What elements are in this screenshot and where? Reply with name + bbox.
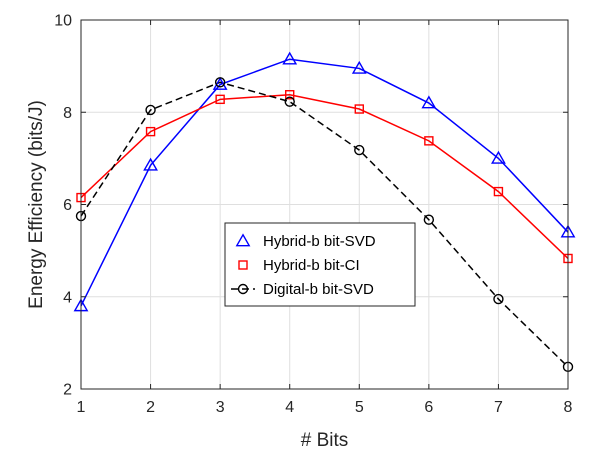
series-2-point — [145, 126, 156, 137]
x-tick-label: 5 — [355, 399, 364, 416]
series-3-point — [423, 214, 435, 225]
y-tick-label: 2 — [63, 382, 72, 399]
x-tick-label: 1 — [77, 399, 86, 416]
series-line-1 — [80, 58, 569, 307]
y-tick-label: 6 — [63, 197, 72, 214]
series-2-point — [354, 104, 364, 114]
series-1-point — [491, 150, 506, 164]
series-1-point — [351, 60, 367, 74]
series-2-point — [215, 94, 225, 105]
series-3-point — [493, 293, 504, 305]
series-line-2 — [80, 93, 569, 260]
series-line-3 — [80, 81, 569, 368]
series-3-point — [284, 96, 295, 107]
series-2-point — [285, 90, 295, 100]
x-tick-label: 7 — [494, 399, 503, 416]
legend-marker — [235, 233, 251, 247]
x-axis-label: # Bits — [301, 430, 349, 451]
series-1-point — [282, 51, 298, 65]
legend-box — [224, 222, 416, 307]
x-tick-label: 3 — [216, 399, 225, 416]
y-tick-label: 8 — [63, 105, 72, 122]
legend: Hybrid-b bit-SVD Hybrid-b bit-CI Digital-b… — [224, 222, 416, 307]
series-3-point — [145, 104, 156, 116]
x-axis-ticks: 1 2 3 4 5 6 7 8 — [77, 20, 573, 416]
series-1-point — [212, 76, 228, 90]
legend-label: Digital-b bit-SVD — [263, 281, 374, 298]
x-tick-label: 4 — [285, 399, 294, 416]
x-tick-label: 6 — [424, 399, 433, 416]
y-tick-label: 4 — [63, 289, 72, 306]
series-3-point — [354, 144, 365, 156]
series-2-point — [493, 186, 504, 197]
series-1-point — [143, 157, 158, 171]
legend-marker — [237, 283, 249, 295]
x-tick-label: 8 — [564, 399, 573, 416]
y-axis-ticks: 2 4 6 8 10 — [54, 13, 568, 399]
y-axis-label: Energy Efficiency (bits/J) — [26, 100, 47, 309]
x-tick-label: 2 — [146, 399, 155, 416]
legend-marker — [238, 260, 248, 270]
series-lines — [80, 58, 569, 368]
series-3-point — [214, 77, 226, 88]
grid — [81, 20, 568, 389]
series-2-point — [424, 136, 434, 146]
legend-label: Hybrid-b bit-CI — [263, 257, 360, 274]
series-1-point — [421, 95, 437, 109]
y-tick-label: 10 — [54, 13, 72, 30]
legend-label: Hybrid-b bit-SVD — [263, 233, 376, 250]
